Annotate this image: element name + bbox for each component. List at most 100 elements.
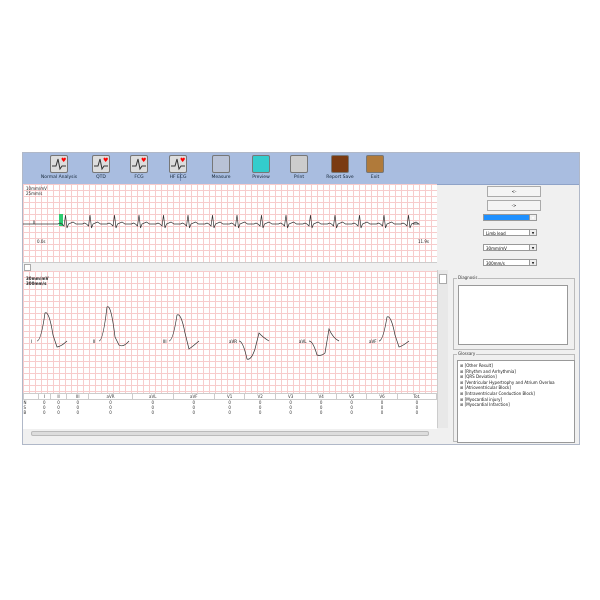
expand-icon[interactable]: ⊞ <box>460 368 464 374</box>
table-cell: 0 <box>350 410 353 415</box>
table-cell: 0 <box>76 405 79 410</box>
lead-waveforms: I II III aVR aVL aVF <box>31 306 410 360</box>
toolbar-fcg-button[interactable]: ♥ FCG <box>117 155 161 180</box>
rhythm-trace <box>23 214 421 229</box>
lead-beat-aVR <box>238 332 270 360</box>
gain-value: 30mm/mV <box>486 246 507 251</box>
lead-mode-select[interactable]: Limb lead ▼ <box>483 229 537 236</box>
toolbar-measure-button[interactable]: Measure <box>199 155 243 180</box>
table-scrollbar[interactable] <box>23 429 437 437</box>
glossary-label: Glossary <box>457 351 477 356</box>
table-cell: B <box>23 410 27 415</box>
expand-icon[interactable]: ⊞ <box>460 379 464 385</box>
svg-text:♥: ♥ <box>103 157 108 164</box>
dropdown-arrow-icon: ▼ <box>529 230 536 235</box>
lead-beat-aVL <box>308 327 340 356</box>
table-cell: 0 <box>319 405 323 410</box>
table-cell: 0 <box>415 405 419 410</box>
table-cell: 0 <box>289 410 292 415</box>
vertical-scrollbar[interactable] <box>437 270 448 428</box>
speed-select[interactable]: 300mm/s ▼ <box>483 259 537 266</box>
toolbar-normal-analysis-button[interactable]: ♥ Normal Analysis <box>37 155 81 180</box>
table-cell: 0 <box>289 405 292 410</box>
toolbar-label: Report Save <box>326 175 354 180</box>
table-cell: 0 <box>151 410 154 415</box>
hf-ecg-icon: ♥ <box>169 155 187 173</box>
diagnosis-textarea[interactable] <box>458 285 568 345</box>
beat-marker[interactable] <box>59 214 63 226</box>
expand-icon[interactable]: ⊞ <box>460 374 464 380</box>
toolbar-report-save-button[interactable]: Report Save <box>318 155 362 180</box>
table-cell: 0 <box>109 410 112 415</box>
gain-select[interactable]: 30mm/mV ▼ <box>483 244 537 251</box>
expand-icon[interactable]: ⊞ <box>460 385 464 391</box>
table-cell: 0 <box>42 405 46 410</box>
glossary-item-label: [Intraventricular Conduction Block] <box>464 390 535 396</box>
lead-label: aVL <box>299 339 307 344</box>
lead-beat-aVF <box>378 316 410 348</box>
glossary-item[interactable]: ⊞ [Intraventricular Conduction Block] <box>460 391 572 397</box>
lead-label: III <box>163 339 167 344</box>
dropdown-arrow-icon: ▼ <box>529 260 536 265</box>
toolbar-label: Measure <box>211 175 231 180</box>
toolbar-qtd-button[interactable]: ♥ QTD <box>79 155 123 180</box>
table-cell: 0 <box>151 400 154 405</box>
table-cell: 0 <box>258 400 262 405</box>
toolbar-print-button[interactable]: Print <box>277 155 321 180</box>
dropdown-arrow-icon: ▼ <box>529 215 536 220</box>
dropdown-arrow-icon: ▼ <box>529 245 536 250</box>
table-row[interactable]: N 0 0 0 0 0 0 0 0 0 0 0 0 0 <box>24 400 437 405</box>
svg-text:♥: ♥ <box>141 157 146 164</box>
table-cell: 0 <box>415 400 419 405</box>
rhythm-scrollbar[interactable] <box>23 262 437 271</box>
table-cell: 0 <box>57 410 60 415</box>
table-cell: 0 <box>192 405 196 410</box>
glossary-tree[interactable]: ⊞ [Other Result] ⊞ [Rhythm and Arrhythmia… <box>457 360 575 443</box>
magnifier-icon <box>252 155 270 173</box>
table-cell: 0 <box>415 410 419 415</box>
lead-select[interactable]: ▼ <box>483 214 537 221</box>
expand-icon[interactable]: ⊞ <box>460 363 464 368</box>
table-cell: 0 <box>258 405 262 410</box>
glossary-item[interactable]: ⊞ [Myocardial injury] <box>460 397 572 403</box>
glossary-item[interactable]: ⊞ [Ventricular Hypertrophy and Atrium Ov… <box>460 380 572 386</box>
diagnosis-group: Diagnosis <box>453 275 575 350</box>
lead-gain: 30mm/mV <box>26 276 49 281</box>
toolbar-exit-button[interactable]: Exit <box>353 155 397 180</box>
glossary-item[interactable]: ⊞ [Rhythm and Arrhythmia] <box>460 369 572 375</box>
table-row[interactable]: B 0 0 0 0 0 0 0 0 0 0 0 0 0 <box>24 410 437 415</box>
glossary-item-label: [QRS Deviation] <box>464 374 497 380</box>
column-header: III <box>66 393 90 400</box>
expand-icon[interactable]: ⊞ <box>460 396 464 402</box>
expand-icon[interactable]: ⊞ <box>460 390 464 396</box>
glossary-item-label: [Myocardial Infarction] <box>464 402 510 408</box>
table-cell: 0 <box>57 400 60 405</box>
glossary-item[interactable]: ⊞ [Myocardial Infarction] <box>460 402 572 408</box>
toolbar-preview-button[interactable]: Preview <box>239 155 283 180</box>
table-cell: S <box>23 405 27 410</box>
table-cell: 0 <box>76 400 79 405</box>
glossary-group: Glossary ⊞ [Other Result] ⊞ [Rhythm and A… <box>453 351 575 443</box>
previous-button[interactable]: <- <box>487 186 541 197</box>
glossary-item[interactable]: ⊞ [Atrioventricular Block] <box>460 385 572 391</box>
expand-icon[interactable]: ⊞ <box>460 402 464 408</box>
ecg-analysis-window: ♥ Normal Analysis ♥ QTD ♥ FCG ♥ HF ECG Measure Pr… <box>22 152 580 445</box>
table-row[interactable]: S 0 0 0 0 0 0 0 0 0 0 0 0 0 <box>24 405 437 410</box>
right-panel: <- -> ▼ Limb lead ▼ 30mm/mV ▼ 300mm/s ▼ Dia… <box>448 184 579 444</box>
next-button[interactable]: -> <box>487 200 541 211</box>
table-cell: 0 <box>350 400 353 405</box>
glossary-item-label: [Atrioventricular Block] <box>464 385 511 391</box>
glossary-item[interactable]: ⊞ [Other Result] <box>460 363 572 369</box>
toolbar-label: Preview <box>252 175 270 180</box>
table-cell: 0 <box>192 410 196 415</box>
glossary-item-label: [Rhythm and Arrhythmia] <box>464 368 516 374</box>
toolbar-label: Print <box>293 175 305 180</box>
table-header: I II III aVR aVL aVF V1 V2 V3 V4 V5 V6 Tot. <box>23 393 438 400</box>
toolbar-hf-ecg-button[interactable]: ♥ HF ECG <box>156 155 200 180</box>
table-cell: 0 <box>319 410 323 415</box>
speed-value: 300mm/s <box>486 261 505 266</box>
printer-icon <box>290 155 308 173</box>
table-cell: 0 <box>380 405 384 410</box>
table-cell: 0 <box>76 410 79 415</box>
glossary-item[interactable]: ⊞ [QRS Deviation] <box>460 374 572 380</box>
